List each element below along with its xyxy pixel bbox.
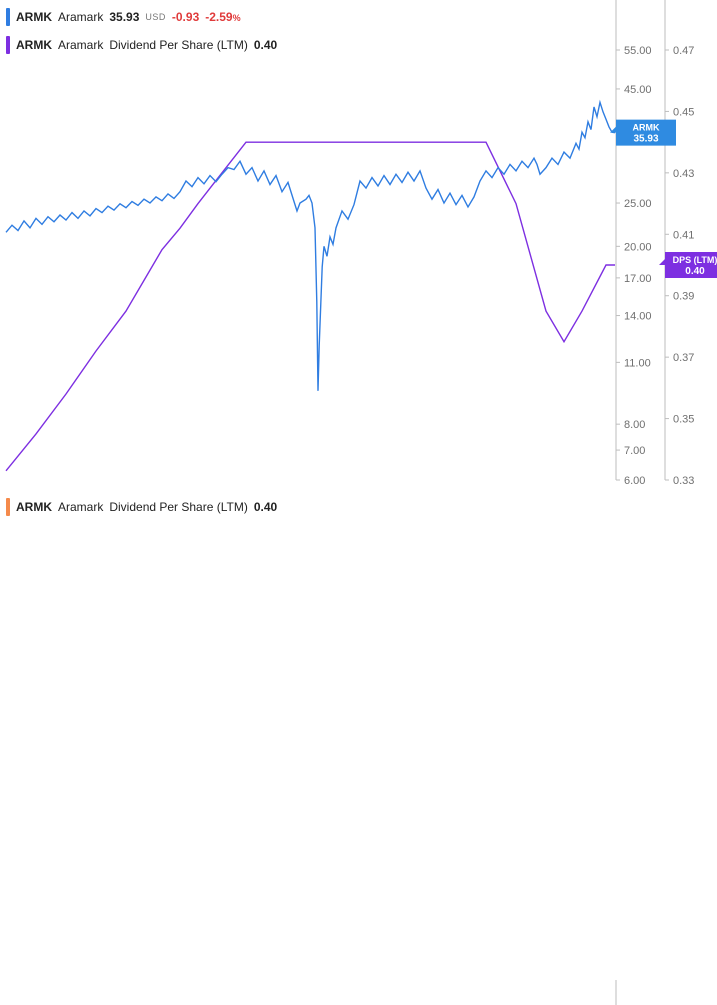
svg-text:6.00: 6.00: [624, 475, 645, 487]
svg-text:0.39: 0.39: [673, 291, 694, 303]
svg-text:11.00: 11.00: [624, 357, 651, 369]
svg-text:14.00: 14.00: [624, 311, 652, 323]
svg-text:35.93: 35.93: [633, 134, 658, 145]
bottom-chart-svg: 0.470.450.430.410.390.370.350.3320162018…: [0, 490, 717, 1005]
svg-text:20.00: 20.00: [624, 241, 652, 253]
svg-text:8.00: 8.00: [624, 419, 645, 431]
svg-text:17.00: 17.00: [624, 273, 652, 285]
chart-container: ARMK Aramark 35.93 USD -0.93 -2.59% ARMK…: [0, 0, 717, 1005]
svg-text:0.45: 0.45: [673, 106, 694, 118]
svg-text:0.47: 0.47: [673, 45, 694, 57]
bottom-panel: ARMK Aramark Dividend Per Share (LTM) 0.…: [0, 490, 717, 1005]
top-panel: ARMK Aramark 35.93 USD -0.93 -2.59% ARMK…: [0, 0, 717, 490]
svg-text:45.00: 45.00: [624, 84, 652, 96]
svg-text:DPS (LTM): DPS (LTM): [673, 255, 717, 265]
svg-text:0.41: 0.41: [673, 229, 694, 241]
svg-text:ARMK: ARMK: [633, 123, 660, 133]
top-chart-svg: 55.00 45.00 35.93 25.00 20.00 17.00 14.00 11.00…: [0, 0, 717, 490]
svg-text:0.40: 0.40: [685, 266, 705, 277]
svg-text:0.37: 0.37: [673, 352, 694, 364]
svg-text:0.33: 0.33: [673, 475, 694, 487]
svg-text:0.35: 0.35: [673, 414, 694, 426]
svg-text:25.00: 25.00: [624, 198, 652, 210]
svg-text:55.00: 55.00: [624, 45, 652, 57]
svg-text:0.43: 0.43: [673, 168, 694, 180]
svg-text:7.00: 7.00: [624, 445, 645, 457]
